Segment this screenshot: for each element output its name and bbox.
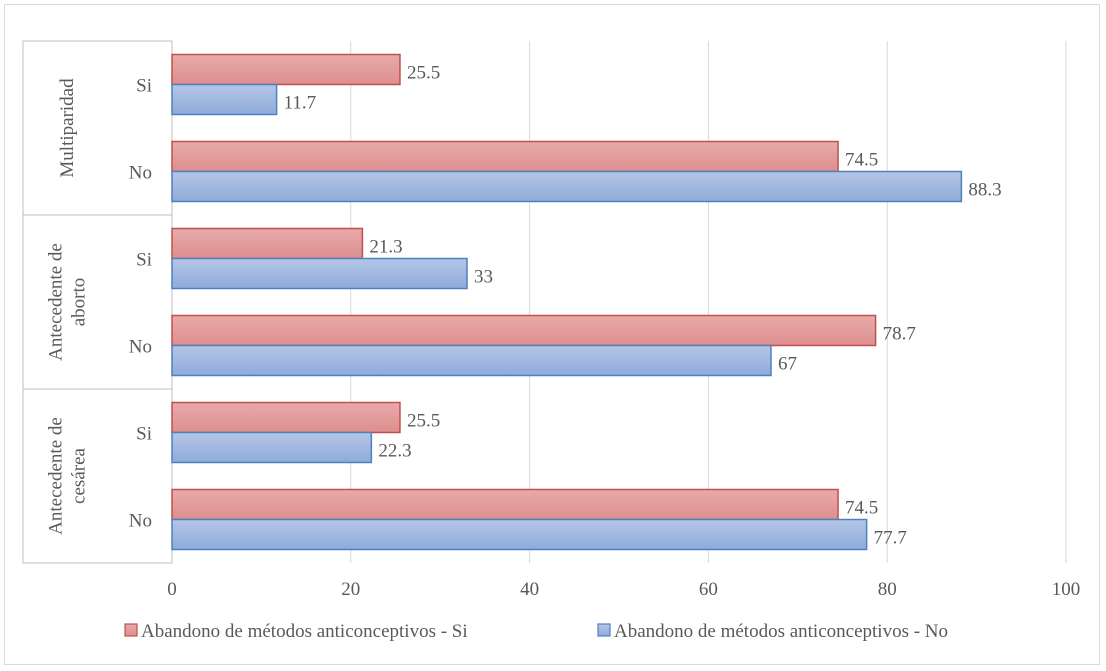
bar	[171, 257, 468, 290]
data-label: 33	[474, 267, 493, 288]
group-label-line: Antecedente de	[46, 417, 67, 535]
data-label: 88.3	[968, 180, 1001, 201]
bar	[171, 170, 963, 203]
legend-swatch	[597, 623, 611, 637]
bar	[171, 431, 373, 464]
bar	[171, 83, 278, 116]
data-label: 11.7	[284, 93, 317, 114]
group-label-line: Antecedente de	[46, 243, 67, 361]
group-label-line: cesárea	[69, 447, 90, 503]
bar	[171, 314, 877, 347]
bar	[171, 53, 401, 86]
category-tick-label: No	[129, 337, 152, 358]
legend-swatch	[124, 623, 138, 637]
bar	[171, 344, 772, 377]
legend-label: Abandono de métodos anticonceptivos - Si	[141, 621, 468, 642]
category-tick-label: Si	[136, 76, 152, 97]
data-label: 74.5	[845, 150, 878, 171]
bar	[171, 140, 839, 173]
bar	[171, 518, 868, 551]
x-tick-label: 40	[520, 579, 539, 600]
data-label: 74.5	[845, 498, 878, 519]
bar	[171, 227, 364, 260]
data-label: 77.7	[874, 528, 907, 549]
data-label: 22.3	[378, 441, 411, 462]
group-label-line: aborto	[69, 278, 90, 327]
category-tick-label: No	[129, 163, 152, 184]
group-label: Antecedente de cesárea	[46, 417, 90, 535]
category-tick-label: Si	[136, 250, 152, 271]
x-tick-label: 100	[1052, 579, 1081, 600]
data-label: 21.3	[369, 237, 402, 258]
data-label: 78.7	[883, 324, 916, 345]
group-label-line: Multiparidad	[57, 78, 78, 178]
chart-frame: Multiparidad Si No Antecedente de aborto Si No…	[4, 4, 1100, 665]
data-label: 25.5	[407, 411, 440, 432]
bar	[171, 488, 839, 521]
x-tick-label: 20	[341, 579, 360, 600]
group-label: Multiparidad	[57, 78, 78, 178]
legend-label: Abandono de métodos anticonceptivos - No	[614, 621, 948, 642]
x-tick-label: 60	[699, 579, 718, 600]
x-tick-label: 0	[167, 579, 177, 600]
bar	[171, 401, 401, 434]
data-label: 25.5	[407, 63, 440, 84]
category-tick-label: No	[129, 511, 152, 532]
category-tick-label: Si	[136, 424, 152, 445]
x-tick-label: 80	[878, 579, 897, 600]
data-label: 67	[778, 354, 797, 375]
group-label: Antecedente de aborto	[46, 243, 90, 361]
